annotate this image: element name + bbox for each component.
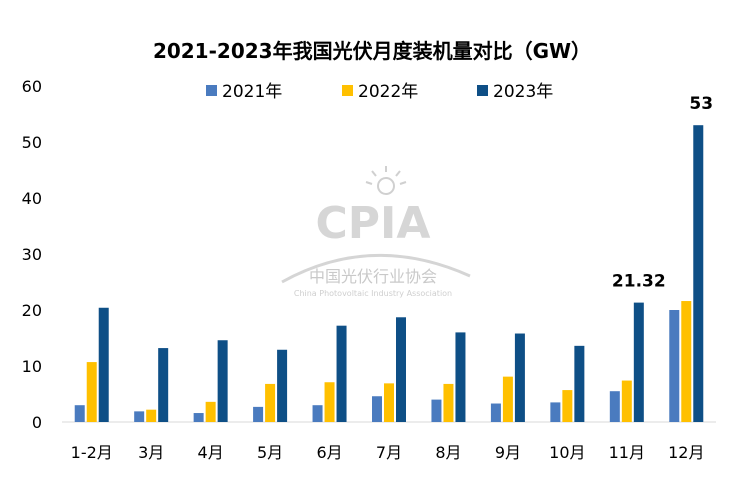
x-tick-label: 9月 <box>495 443 521 462</box>
y-tick-label: 50 <box>22 133 42 152</box>
x-tick-label: 5月 <box>257 443 283 462</box>
sun-icon <box>365 166 407 195</box>
y-axis: 0 10 20 30 40 50 60 <box>22 77 42 432</box>
bar-2022年-5月 <box>265 383 276 422</box>
legend-swatch-2023 <box>477 85 488 96</box>
bar-2021年-11月 <box>609 391 620 422</box>
bar-2022年-6月 <box>324 382 335 422</box>
bar-2023年-3月 <box>158 348 169 422</box>
bar-2023年-9月 <box>514 333 525 422</box>
bar-2023年-5月 <box>277 349 288 422</box>
legend-label-2021: 2021年 <box>222 82 282 102</box>
watermark-logo: CPIA <box>316 198 431 249</box>
bar-2022年-7月 <box>384 383 394 422</box>
bar-2021年-10月 <box>550 402 561 422</box>
bar-2021年-12月 <box>669 310 680 422</box>
bar-2021年-1-2月 <box>74 405 85 422</box>
x-tick-label: 4月 <box>198 443 224 462</box>
chart-legend: 2021年 2022年 2023年 <box>206 82 553 102</box>
bar-2022年-11月 <box>621 380 632 422</box>
data-labels-group: 21.32 53 <box>612 94 713 291</box>
data-label: 53 <box>689 94 713 114</box>
bar-2023年-6月 <box>336 325 347 422</box>
bar-2022年-1-2月 <box>86 362 97 422</box>
bar-2021年-8月 <box>431 399 442 422</box>
watermark-swoosh <box>281 253 471 284</box>
x-tick-label: 7月 <box>376 443 402 462</box>
y-tick-label: 10 <box>22 357 42 376</box>
watermark-name-cn: 中国光伏行业协会 <box>309 267 437 286</box>
bar-2022年-9月 <box>502 376 513 422</box>
y-tick-label: 30 <box>22 245 42 264</box>
legend-label-2023: 2023年 <box>493 82 553 102</box>
bars-group <box>74 125 704 422</box>
x-tick-label: 6月 <box>316 443 342 462</box>
y-tick-label: 60 <box>22 77 42 96</box>
bar-2023年-4月 <box>217 340 228 422</box>
bar-2021年-4月 <box>193 413 204 422</box>
x-tick-label: 1-2月 <box>71 443 113 462</box>
bar-2021年-7月 <box>372 396 382 422</box>
legend-label-2022: 2022年 <box>358 82 418 102</box>
x-axis: 1-2月 3月 4月 5月 6月 7月 8月 9月 10月 11月 12月 <box>71 443 705 462</box>
y-tick-label: 40 <box>22 189 42 208</box>
bar-2023年-11月 <box>633 302 644 422</box>
bar-2021年-3月 <box>134 411 145 422</box>
bar-2022年-8月 <box>443 383 454 422</box>
x-tick-label: 12月 <box>668 443 704 462</box>
x-tick-label: 8月 <box>435 443 461 462</box>
bar-2021年-6月 <box>312 405 323 422</box>
bar-2023年-1-2月 <box>98 307 109 422</box>
data-label: 21.32 <box>612 272 666 292</box>
bar-2023年-12月 <box>693 125 704 422</box>
bar-2022年-10月 <box>562 390 573 422</box>
x-tick-label: 11月 <box>609 443 645 462</box>
x-tick-label: 3月 <box>138 443 164 462</box>
bar-2022年-12月 <box>681 301 692 422</box>
chart-title: 2021-2023年我国光伏月度装机量对比（GW） <box>153 39 591 63</box>
legend-swatch-2022 <box>342 85 353 96</box>
y-tick-label: 20 <box>22 301 42 320</box>
y-tick-label: 0 <box>32 413 42 432</box>
bar-2023年-10月 <box>574 345 585 422</box>
bar-2023年-8月 <box>455 332 466 422</box>
bar-2022年-4月 <box>205 401 216 422</box>
bar-2022年-3月 <box>146 409 157 422</box>
bar-2021年-9月 <box>490 403 501 422</box>
cpia-watermark: CPIA 中国光伏行业协会 China Photovoltaic Industr… <box>281 166 471 298</box>
bar-2023年-7月 <box>396 317 406 422</box>
bar-2021年-5月 <box>253 406 264 422</box>
x-tick-label: 10月 <box>549 443 585 462</box>
legend-swatch-2021 <box>206 85 217 96</box>
watermark-name-en: China Photovoltaic Industry Association <box>294 289 452 298</box>
